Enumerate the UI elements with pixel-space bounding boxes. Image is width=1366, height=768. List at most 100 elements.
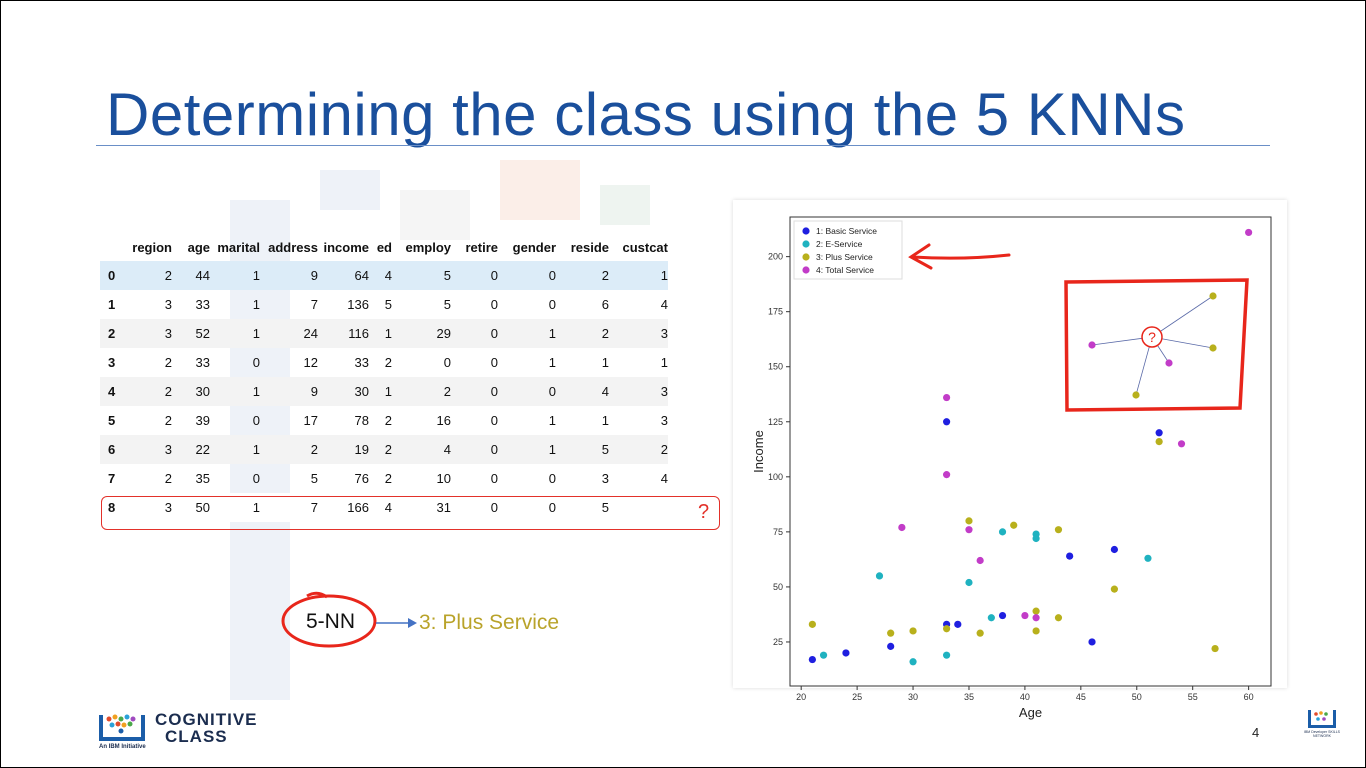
table-cell: 4 (392, 435, 451, 464)
x-tick-label: 55 (1188, 692, 1198, 702)
table-cell: 1 (210, 377, 260, 406)
column-header: address (268, 239, 318, 255)
arrow-icon (376, 618, 417, 628)
row-index: 4 (100, 377, 122, 406)
title-divider (96, 145, 1270, 146)
table-cell: 1 (210, 493, 260, 522)
data-point (965, 578, 973, 587)
data-point (1110, 585, 1118, 593)
data-point (998, 528, 1007, 536)
table-cell: 0 (490, 471, 498, 486)
column-header: gender (512, 239, 556, 255)
table-cell: 30 (318, 377, 369, 406)
column-header: custcat (622, 239, 668, 255)
table-cell: 4 (660, 471, 668, 486)
table-cell: 2 (609, 435, 668, 464)
table-cell: 3 (609, 319, 668, 348)
data-point (819, 651, 828, 659)
data-point (943, 393, 951, 402)
table-cell: 76 (354, 471, 369, 486)
table-cell: 39 (195, 413, 210, 428)
table-row: 2 3 52 1 24 116 1 29 0 1 2 3 (100, 319, 668, 348)
column-header: employ (405, 239, 451, 255)
table-cell: 2 (122, 377, 172, 406)
table-cell: 0 (498, 261, 556, 290)
query-question-mark: ? (698, 501, 710, 523)
table-cell: 2 (369, 435, 392, 464)
table-cell: 44 (172, 261, 210, 290)
y-axis-label: Income (751, 430, 766, 473)
data-point (808, 655, 816, 664)
table-cell: 0 (490, 297, 498, 312)
table-cell: 3 (122, 435, 172, 464)
table-cell: 33 (195, 297, 210, 312)
data-point (1010, 521, 1018, 529)
x-tick-label: 20 (796, 692, 806, 702)
neighbor-point (1209, 344, 1217, 352)
slide-title: Determining the class using the 5 KNNs (106, 81, 1186, 148)
y-tick-label: 25 (773, 637, 783, 647)
data-point (1110, 545, 1118, 554)
column-header: retire (465, 239, 498, 255)
customer-table: region age marital address income ed employ ret… (100, 233, 668, 522)
knn-label: 5-NN (306, 610, 356, 633)
table-cell: 5 (443, 297, 451, 312)
table-cell: 2 (384, 413, 392, 428)
data-point (808, 620, 816, 628)
column-header: reside (570, 239, 609, 255)
page-number: 4 (1252, 725, 1260, 740)
ibm-skills-badge-icon (1308, 710, 1336, 728)
table-cell: 31 (392, 493, 451, 522)
table-cell: 166 (318, 493, 369, 522)
row-index: 1 (108, 297, 116, 312)
legend-marker (802, 227, 810, 235)
row-index: 0 (100, 261, 122, 290)
table-cell: 7 (260, 493, 318, 522)
table-cell: 136 (347, 297, 369, 312)
table-cell: 78 (354, 413, 369, 428)
data-point (1211, 644, 1219, 653)
table-cell: 1 (252, 297, 260, 312)
table-row: 3 2 33 0 12 33 2 0 0 1 1 1 (100, 348, 668, 377)
table-cell: 1 (609, 261, 668, 290)
neighbor-point (1088, 341, 1096, 349)
data-point (1032, 534, 1040, 543)
legend-entry: 4: Total Service (816, 265, 874, 275)
neighbor-link (1151, 295, 1214, 338)
row-index: 6 (100, 435, 122, 464)
table-cell: 12 (303, 355, 318, 370)
row-index: 5 (108, 413, 116, 428)
column-header: age (187, 239, 210, 255)
data-point (1054, 526, 1063, 534)
data-point (1144, 554, 1152, 562)
table-cell: 0 (451, 435, 498, 464)
data-point (1021, 611, 1029, 620)
table-cell: 19 (318, 435, 369, 464)
legend-entry: 3: Plus Service (816, 252, 873, 262)
data-point (909, 627, 917, 635)
y-tick-label: 100 (768, 472, 783, 482)
table-cell: 30 (172, 377, 210, 406)
data-point (1054, 614, 1063, 622)
data-point (842, 649, 850, 657)
x-tick-label: 60 (1244, 692, 1254, 702)
knn-inset-box (1064, 278, 1249, 412)
table-cell: 116 (318, 319, 369, 348)
data-point (898, 523, 906, 532)
data-point (875, 572, 884, 580)
table-row: 1 3 33 1 7 136 5 5 0 0 6 4 (100, 290, 668, 319)
table-cell: 0 (490, 355, 498, 370)
badge-caption: IBM Developer SKILLS NETWORK (1304, 730, 1340, 738)
y-tick-label: 75 (773, 527, 783, 537)
table-cell: 5 (384, 297, 392, 312)
table-header-row: region age marital address income ed employ ret… (100, 233, 668, 261)
table-cell: 2 (164, 355, 172, 370)
data-point (965, 526, 973, 534)
table-cell: 2 (556, 319, 609, 348)
table-cell: 5 (310, 471, 318, 486)
x-tick-label: 40 (1020, 692, 1030, 702)
legend-marker (802, 253, 810, 261)
table-cell: 1 (548, 355, 556, 370)
logo-wordmark: COGNITIVE CLASS (155, 711, 258, 745)
